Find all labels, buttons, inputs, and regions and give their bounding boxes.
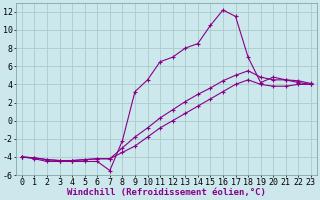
X-axis label: Windchill (Refroidissement éolien,°C): Windchill (Refroidissement éolien,°C): [67, 188, 266, 197]
